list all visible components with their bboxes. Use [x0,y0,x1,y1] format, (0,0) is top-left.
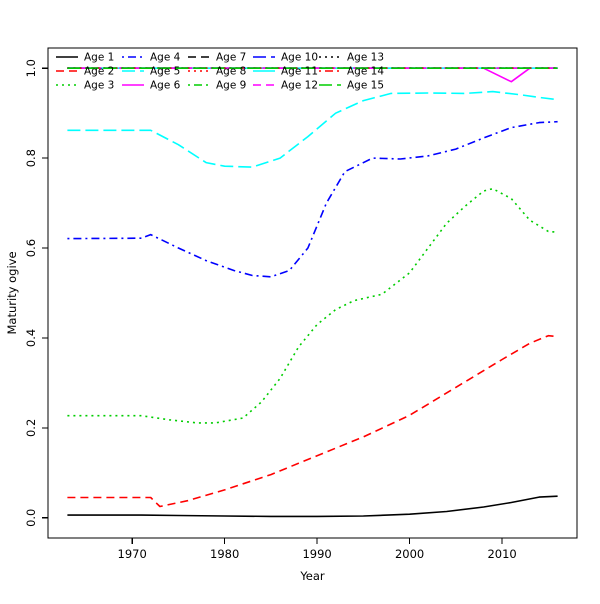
y-axis-title: Maturity ogive [5,251,19,334]
plot-box [47,47,578,539]
series-line-age-5 [67,90,558,168]
legend-label-age-1: Age 1 [84,52,114,64]
x-axis-title: Year [299,569,325,583]
legend-label-age-10: Age 10 [281,52,318,64]
y-tick-label-0.6: 0.6 [24,239,38,257]
x-tick-label-1980: 1980 [210,547,239,561]
x-tick-label-1970: 1970 [118,547,147,561]
legend-label-age-8: Age 8 [216,66,246,78]
y-tick-label-0.8: 0.8 [24,149,38,167]
legend-label-age-3: Age 3 [84,80,114,92]
legend-label-age-12: Age 12 [281,80,318,92]
y-tick-label-0.0: 0.0 [24,509,38,527]
y-tick-label-1.0: 1.0 [24,59,38,77]
legend-label-age-7: Age 7 [216,52,246,64]
series-line-age-1 [67,495,558,518]
legend-label-age-2: Age 2 [84,66,114,78]
y-tick-label-0.4: 0.4 [24,329,38,347]
legend-label-age-9: Age 9 [216,80,246,92]
legend-label-age-11: Age 11 [281,66,318,78]
legend-label-age-13: Age 13 [347,52,384,64]
x-tick-label-1990: 1990 [302,547,331,561]
legend-label-age-6: Age 6 [150,80,181,92]
x-tick-label-2000: 2000 [395,547,424,561]
legend-label-age-4: Age 4 [150,52,181,64]
series-line-age-2 [67,334,558,508]
legend-label-age-15: Age 15 [347,80,384,92]
legend-label-age-5: Age 5 [150,66,180,78]
series-line-age-3 [67,187,558,424]
series-line-age-4 [67,120,558,278]
legend-label-age-14: Age 14 [347,66,384,78]
x-tick-label-2010: 2010 [487,547,516,561]
y-tick-label-0.2: 0.2 [24,419,38,437]
